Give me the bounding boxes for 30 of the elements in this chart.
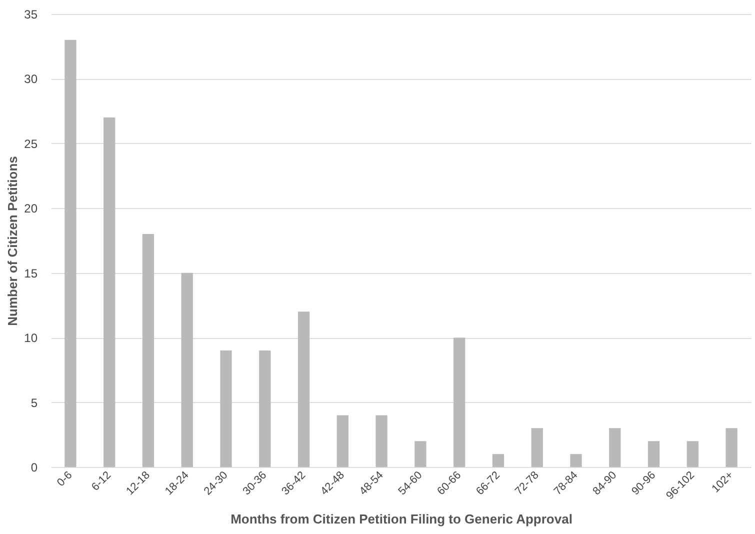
- y-tick-label: 10: [24, 331, 38, 346]
- bar: [64, 40, 76, 467]
- bar: [104, 118, 116, 467]
- bar: [609, 428, 621, 467]
- y-tick-label: 0: [30, 460, 38, 474]
- bar: [648, 441, 660, 467]
- y-tick-label: 35: [24, 8, 38, 22]
- bar: [726, 428, 738, 467]
- y-tick-label: 30: [24, 72, 38, 86]
- bar: [492, 454, 504, 467]
- bar: [220, 350, 232, 467]
- x-tick-label: 6-12: [90, 469, 114, 494]
- x-axis-title: Months from Citizen Petition Filing to Generic Approval: [230, 511, 572, 526]
- bar: [454, 338, 466, 467]
- x-tick-label: 0-6: [54, 469, 75, 489]
- bar: [531, 428, 543, 467]
- y-tick-label: 25: [24, 136, 38, 151]
- bar: [376, 415, 388, 467]
- bar: [336, 415, 348, 467]
- bar: [570, 454, 582, 467]
- y-tick-label: 15: [24, 266, 38, 280]
- bar: [259, 350, 271, 467]
- bar: [414, 441, 426, 467]
- y-tick-label: 20: [24, 202, 38, 216]
- bar: [142, 234, 154, 467]
- y-tick-label: 5: [30, 396, 38, 410]
- bar: [686, 441, 698, 467]
- bar: [298, 312, 310, 467]
- y-axis-title: Number of Citizen Petitions: [5, 156, 20, 326]
- bar: [181, 272, 193, 467]
